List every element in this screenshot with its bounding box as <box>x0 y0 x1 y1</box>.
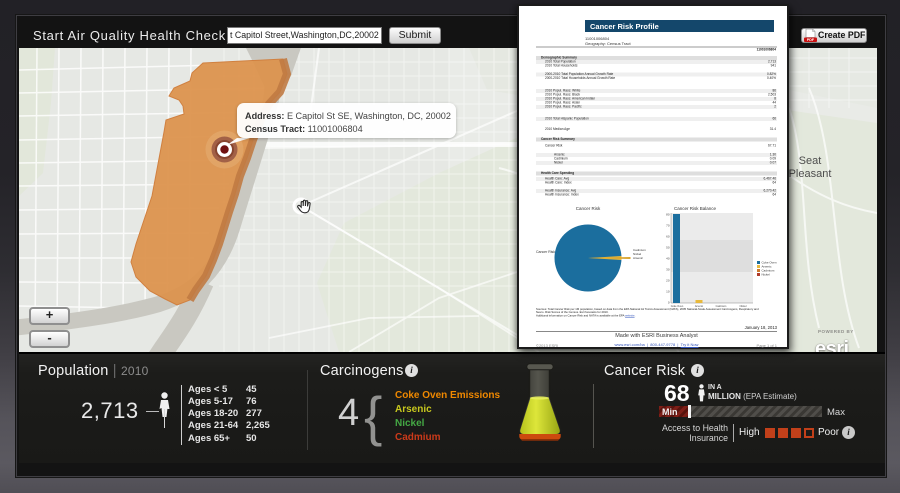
svg-text:Cadmium: Cadmium <box>633 248 646 252</box>
svg-text:Nickel: Nickel <box>762 273 771 277</box>
svg-text:Nickel: Nickel <box>633 252 642 256</box>
svg-text:Arsenic: Arsenic <box>695 305 704 307</box>
svg-text:Arsenic: Arsenic <box>633 256 644 260</box>
svg-text:50: 50 <box>666 246 670 250</box>
svg-text:Nickel: Nickel <box>740 305 747 307</box>
svg-text:10: 10 <box>666 290 670 294</box>
svg-text:30: 30 <box>666 268 670 272</box>
svg-text:Cadmium: Cadmium <box>716 305 727 307</box>
svg-text:80: 80 <box>666 213 670 217</box>
svg-text:Cancer Risk: Cancer Risk <box>576 206 601 211</box>
svg-text:PDF: PDF <box>807 38 815 42</box>
svg-text:60: 60 <box>666 235 670 239</box>
svg-text:Coke Oven: Coke Oven <box>762 261 777 265</box>
svg-text:0: 0 <box>668 301 670 305</box>
svg-text:Coke Oven: Coke Oven <box>671 305 684 307</box>
svg-text:Cadmium: Cadmium <box>762 269 775 273</box>
svg-text:20: 20 <box>666 279 670 283</box>
svg-text:70: 70 <box>666 224 670 228</box>
svg-text:Cancer Risk: Cancer Risk <box>536 250 555 254</box>
svg-text:Cancer Risk Balance: Cancer Risk Balance <box>674 206 717 211</box>
svg-text:40: 40 <box>666 257 670 261</box>
svg-text:Arsenic: Arsenic <box>762 265 773 269</box>
